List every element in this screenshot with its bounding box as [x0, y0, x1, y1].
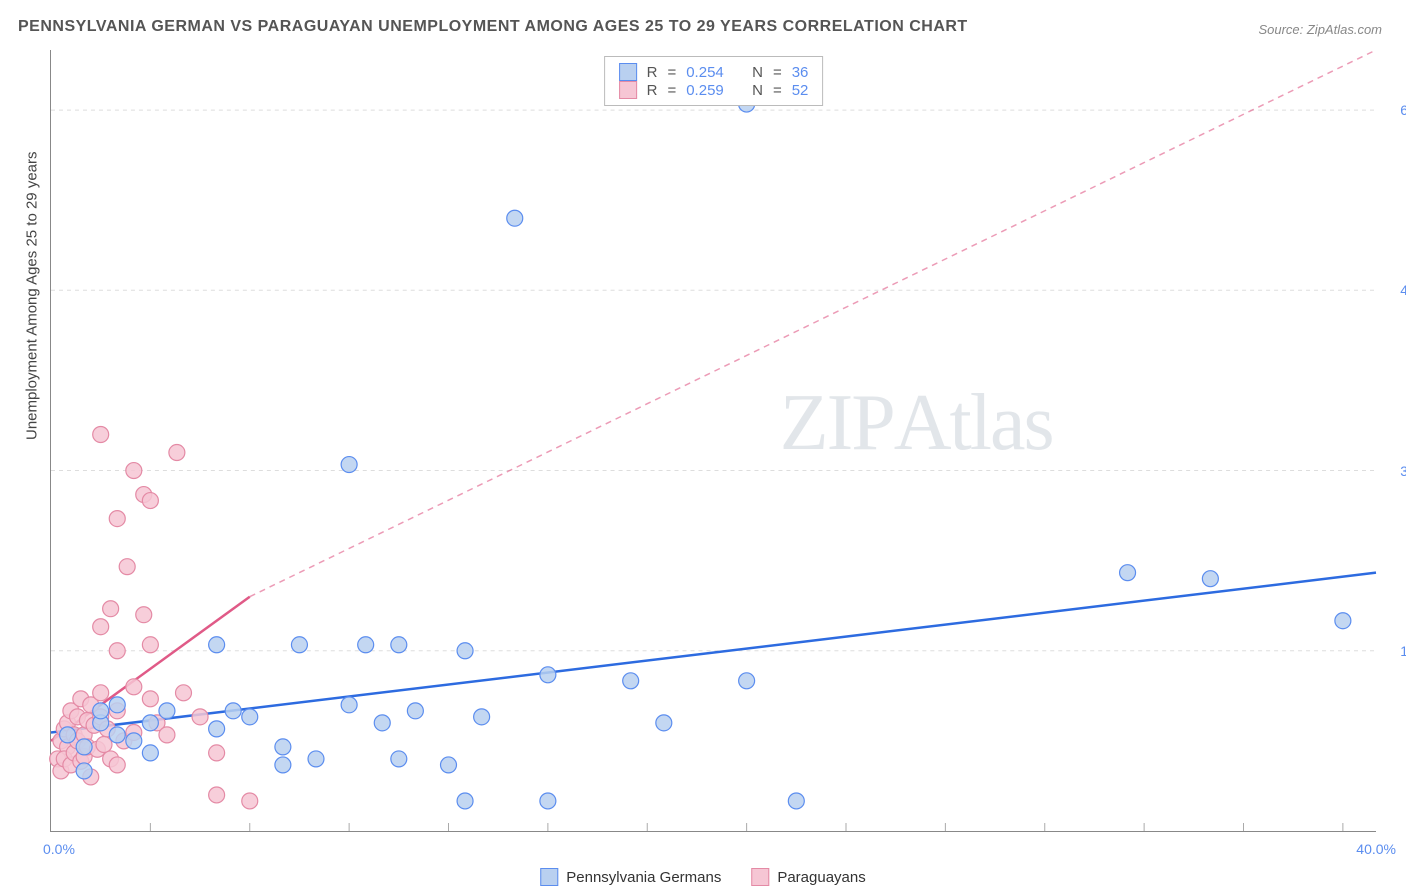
n-label: N: [752, 64, 763, 81]
chart-title: PENNSYLVANIA GERMAN VS PARAGUAYAN UNEMPL…: [18, 18, 968, 36]
y-tick-label: 30.0%: [1400, 463, 1406, 479]
legend-swatch-blue: [540, 868, 558, 886]
r-label: R: [647, 64, 658, 81]
legend-label-pink: Paraguayans: [777, 869, 865, 886]
swatch-blue: [619, 63, 637, 81]
scatter-svg: [51, 50, 1376, 831]
eq: =: [773, 64, 782, 81]
y-tick-label: 45.0%: [1400, 282, 1406, 298]
r-value-blue: 0.254: [686, 64, 724, 81]
swatch-pink: [619, 81, 637, 99]
stats-row-blue: R = 0.254 N = 36: [619, 63, 809, 81]
legend-item-pink: Paraguayans: [751, 868, 865, 886]
stats-row-pink: R = 0.259 N = 52: [619, 81, 809, 99]
plot-area: ZIPAtlas R = 0.254 N = 36 R = 0.259 N = …: [50, 50, 1376, 832]
y-tick-label: 15.0%: [1400, 643, 1406, 659]
legend: Pennsylvania Germans Paraguayans: [540, 868, 865, 886]
r-label: R: [647, 82, 658, 99]
y-tick-label: 60.0%: [1400, 102, 1406, 118]
eq: =: [667, 82, 676, 99]
legend-label-blue: Pennsylvania Germans: [566, 869, 721, 886]
n-label: N: [752, 82, 763, 99]
n-value-blue: 36: [792, 64, 809, 81]
r-value-pink: 0.259: [686, 82, 724, 99]
eq: =: [667, 64, 676, 81]
y-axis-label: Unemployment Among Ages 25 to 29 years: [24, 151, 41, 440]
legend-swatch-pink: [751, 868, 769, 886]
x-tick-label-left: 0.0%: [43, 841, 75, 857]
legend-item-blue: Pennsylvania Germans: [540, 868, 721, 886]
x-tick-label-right: 40.0%: [1356, 841, 1396, 857]
n-value-pink: 52: [792, 82, 809, 99]
source-attribution: Source: ZipAtlas.com: [1258, 22, 1382, 37]
eq: =: [773, 82, 782, 99]
stats-box: R = 0.254 N = 36 R = 0.259 N = 52: [604, 56, 824, 106]
